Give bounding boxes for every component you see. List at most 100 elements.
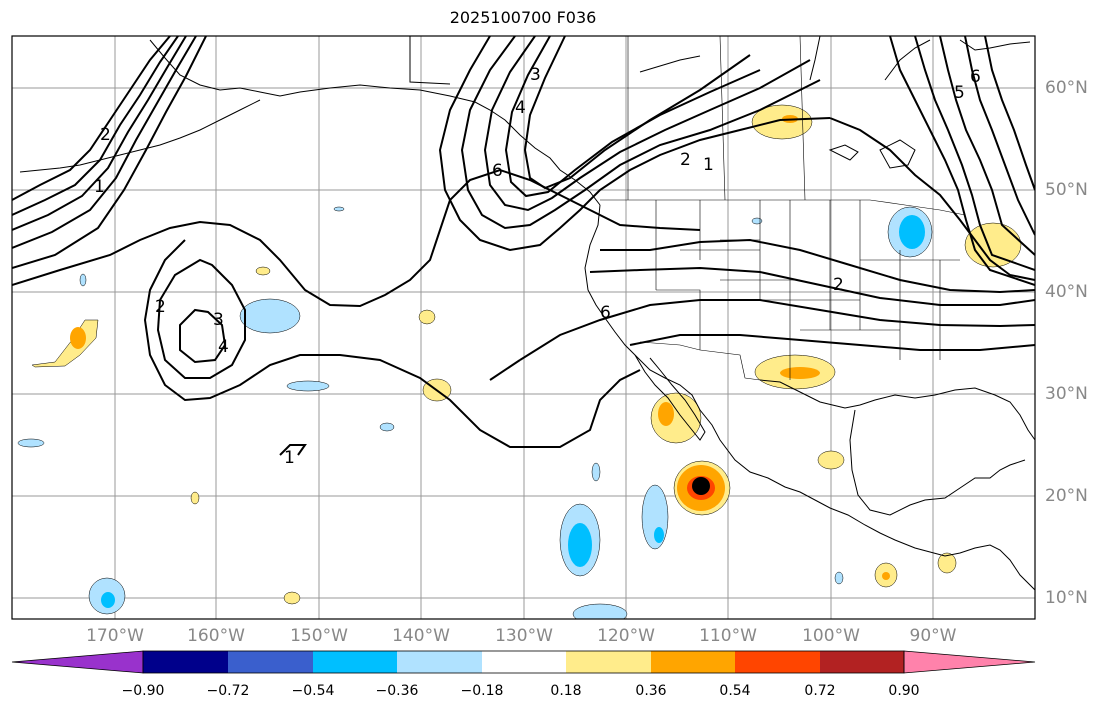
contour-label: 6	[492, 161, 503, 181]
positive-anomaly	[937, 552, 957, 574]
positive-anomaly	[780, 367, 820, 379]
colorbar-segment	[228, 651, 313, 673]
contour-label: 4	[515, 98, 526, 118]
negative-anomaly	[286, 380, 330, 392]
positive-anomaly	[817, 450, 845, 470]
colorbar-segment	[313, 651, 397, 673]
latitude-label: 30°N	[1045, 384, 1088, 404]
contour-line	[964, 36, 1035, 236]
aleutian-chain	[19, 99, 261, 173]
contour-line	[523, 36, 751, 190]
contour-line	[143, 239, 641, 448]
contour-label: 2	[833, 275, 844, 295]
colorbar-tick-label: 0.90	[888, 683, 920, 699]
longitude-label: 150°W	[290, 626, 348, 646]
negative-anomaly	[834, 571, 844, 585]
negative-anomaly	[17, 438, 45, 448]
positive-anomaly	[751, 104, 813, 140]
colorbar-segment	[143, 651, 228, 673]
longitude-label: 130°W	[495, 626, 553, 646]
negative-anomaly	[654, 527, 664, 543]
contour-line	[489, 334, 1035, 381]
contour-line	[939, 36, 1035, 256]
contour-line	[179, 308, 227, 364]
height-contours	[12, 36, 1035, 456]
latitude-label: 20°N	[1045, 486, 1088, 506]
contour-line	[12, 36, 197, 249]
contour-label: 5	[954, 83, 965, 103]
latitude-label: 60°N	[1045, 78, 1088, 98]
contour-line	[914, 36, 1035, 271]
negative-anomaly	[333, 206, 345, 212]
baja-peninsula	[634, 354, 706, 441]
contour-line	[519, 299, 1035, 361]
contour-line	[12, 36, 179, 216]
longitude-label: 110°W	[699, 626, 757, 646]
arctic-coast	[409, 36, 821, 85]
colorbar-segment	[735, 651, 820, 673]
us-mexico-border	[639, 341, 761, 381]
west-coast-na	[584, 204, 1035, 591]
positive-anomaly	[190, 491, 200, 505]
negative-anomaly	[899, 215, 925, 249]
contour-label: 1	[94, 177, 105, 197]
latitude-label: 40°N	[1045, 282, 1088, 302]
negative-anomaly	[379, 422, 395, 432]
contour-line	[984, 36, 1035, 191]
positive-anomaly	[658, 402, 674, 426]
contour-label: 2	[680, 150, 691, 170]
contour-label: 2	[100, 125, 111, 145]
colorbar-segment	[397, 651, 482, 673]
positive-anomaly	[283, 591, 301, 605]
colorbar-tick-label: −0.90	[121, 683, 165, 699]
negative-anomaly	[568, 523, 592, 567]
latitude-label: 50°N	[1045, 180, 1088, 200]
negative-anomaly	[591, 462, 601, 482]
longitude-label: 120°W	[597, 626, 655, 646]
colorbar-frame	[142, 650, 905, 674]
positive-anomaly	[882, 572, 890, 580]
contour-line	[156, 258, 246, 379]
colorbar-tick-label: −0.18	[460, 683, 504, 699]
contour-line	[483, 36, 811, 212]
anomaly-shading	[17, 104, 1022, 619]
colorbar-segment	[651, 651, 735, 673]
negative-anomaly	[572, 603, 628, 619]
storm-center-marker	[692, 477, 710, 495]
graticule	[12, 36, 1035, 619]
contour-line	[829, 117, 1035, 281]
contour-line	[504, 36, 761, 198]
contour-line	[12, 36, 187, 231]
negative-anomaly	[79, 273, 87, 287]
longitude-label: 140°W	[392, 626, 450, 646]
contour-line	[438, 36, 831, 252]
longitude-label: 90°W	[909, 626, 957, 646]
colorbar-segment	[482, 651, 566, 673]
negative-anomaly	[101, 592, 115, 608]
map-frame	[11, 35, 1036, 620]
contour-label: 1	[284, 448, 295, 468]
mexico-gulf-coast	[849, 409, 1026, 516]
colorbar-tick-label: −0.72	[206, 683, 250, 699]
contour-line	[12, 36, 171, 201]
contour-labels: 1 2 2 3 4 1 1 2 2 3 4 6 5 6 6	[94, 65, 981, 468]
contour-label: 3	[213, 310, 224, 330]
colorbar-tick-label: −0.36	[375, 683, 419, 699]
canada-provinces	[627, 36, 806, 201]
alaska-coast	[149, 39, 601, 206]
positive-anomaly	[70, 327, 86, 349]
contour-line	[589, 266, 1035, 306]
contour-line	[279, 444, 307, 456]
colorbar-extend-low	[11, 650, 144, 674]
map-title: 2025100700 F036	[449, 8, 597, 27]
negative-anomaly	[751, 217, 763, 225]
contour-line	[889, 36, 1035, 286]
contour-label: 4	[218, 337, 229, 357]
contour-line	[12, 168, 701, 308]
colorbar-tick-label: 0.36	[635, 683, 667, 699]
contour-label: 3	[530, 65, 541, 85]
colorbar-tick-label: 0.18	[550, 683, 582, 699]
contour-label: 1	[703, 155, 714, 175]
latitude-label: 10°N	[1045, 588, 1088, 608]
